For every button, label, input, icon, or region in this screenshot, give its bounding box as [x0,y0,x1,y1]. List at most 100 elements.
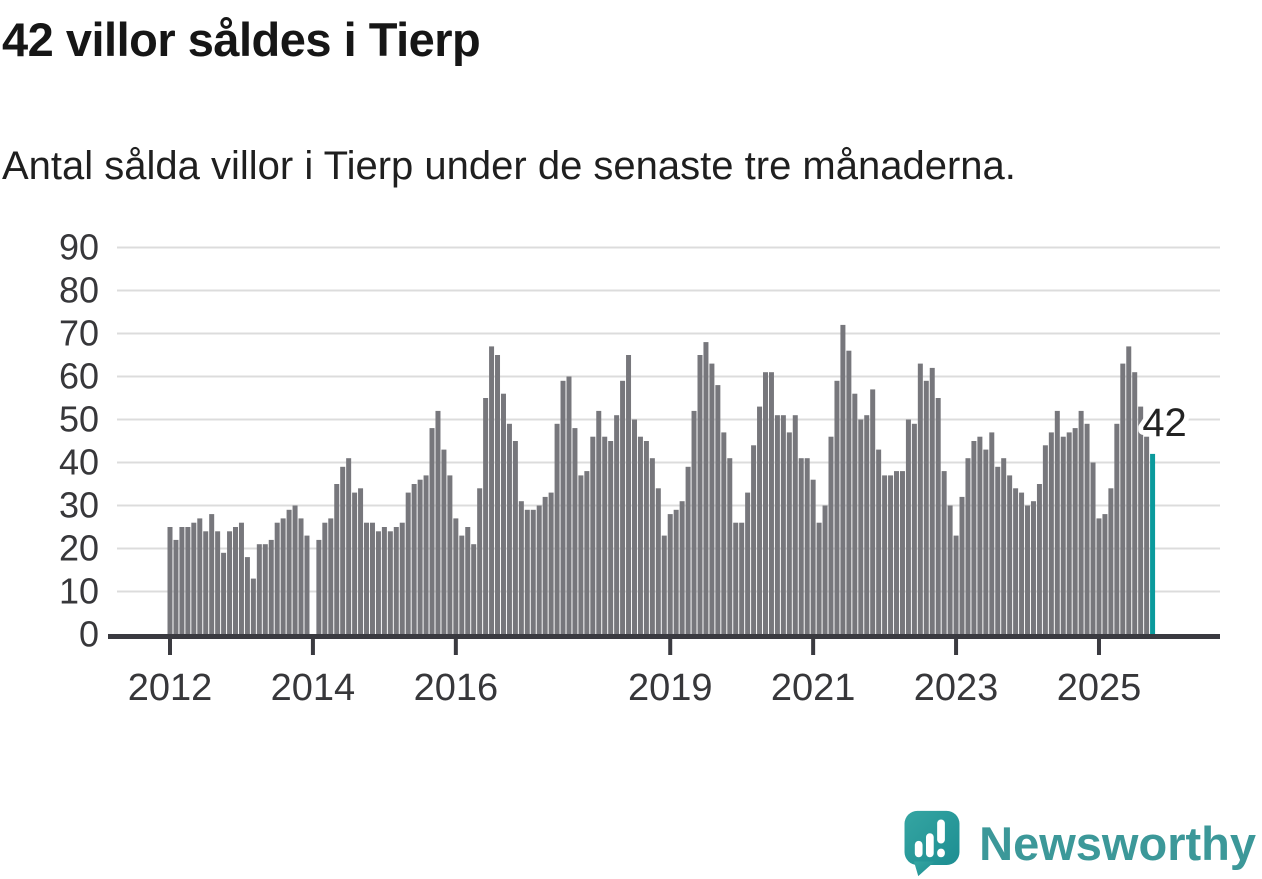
bar [828,436,834,635]
bar [685,466,691,635]
bar [167,527,173,635]
bar [709,363,715,635]
bar [1102,514,1108,635]
bar [1030,501,1036,635]
bar [536,505,542,635]
bar [745,492,751,635]
bar [661,535,667,635]
bar [780,415,786,635]
y-tick-label: 40 [59,442,99,483]
bar [1019,492,1025,635]
bar [328,518,334,635]
bar [1144,436,1150,635]
bar [453,518,459,635]
bar [935,398,941,635]
bar [649,458,655,635]
bar [435,410,441,635]
bar [256,544,262,635]
y-tick-label: 60 [59,356,99,397]
bar [346,458,352,635]
bar [298,518,304,635]
bar [179,527,185,635]
bar [637,436,643,635]
bar [739,522,745,635]
bar [441,449,447,635]
bar [894,471,900,635]
x-tick-label: 2021 [771,667,856,709]
bar [1090,462,1096,635]
bar [489,346,495,635]
bar [358,488,364,635]
x-tick-label: 2012 [128,667,213,709]
bar [804,458,810,635]
bar [459,535,465,635]
bar [173,539,179,635]
bar [667,514,673,635]
bar [1078,410,1084,635]
bar [524,509,530,635]
axis-tick [1096,639,1101,655]
bar [840,324,846,635]
x-tick-label: 2023 [914,667,999,709]
bar [209,514,215,635]
axis-tick [168,639,172,655]
bar [530,509,536,635]
bar [244,557,250,635]
bar [542,496,548,635]
bar [495,355,501,635]
bar [477,488,483,635]
bar [810,479,816,635]
bar [1072,428,1078,635]
bar [834,380,840,635]
bar [614,415,620,635]
bar [721,432,727,635]
bar [1060,436,1066,635]
bar [471,544,477,635]
bar [364,522,370,635]
bar [334,484,340,635]
axis-tick [668,639,673,655]
y-tick-label: 0 [79,614,99,655]
bar [1013,488,1019,635]
bar [375,531,381,635]
bar [697,355,703,635]
bar [1036,484,1042,635]
y-tick-label: 30 [59,485,99,526]
bar [977,436,983,635]
bar [1096,518,1102,635]
bar [233,527,238,635]
bar [411,484,417,635]
x-tick-label: 2016 [414,667,499,709]
x-tick-label: 2019 [628,667,713,709]
bar [822,505,828,635]
bar [560,380,566,635]
x-axis-line [108,634,1220,639]
y-tick-label: 90 [59,227,99,268]
bar [715,385,721,635]
brand-name: Newsworthy [979,817,1256,870]
bar [1001,458,1007,635]
bar [882,475,888,635]
bar [304,535,310,635]
bar [393,527,399,635]
bar [1114,423,1120,635]
bar [191,522,197,635]
chart-subtitle: Antal sålda villor i Tierp under de sena… [2,144,1016,188]
bar [989,432,995,635]
bar [757,406,763,635]
bar [1132,372,1138,635]
bar [483,398,489,635]
bar [596,410,602,635]
bar [286,509,292,635]
bar [679,501,685,635]
bar [655,488,661,635]
bar [768,372,774,635]
bar [1042,445,1048,635]
bar [1066,432,1072,635]
bar [1120,363,1126,635]
bar [691,410,697,635]
bar [352,492,358,635]
bar [947,505,953,635]
bar [673,509,679,635]
chart-title: 42 villor såldes i Tierp [2,13,481,66]
